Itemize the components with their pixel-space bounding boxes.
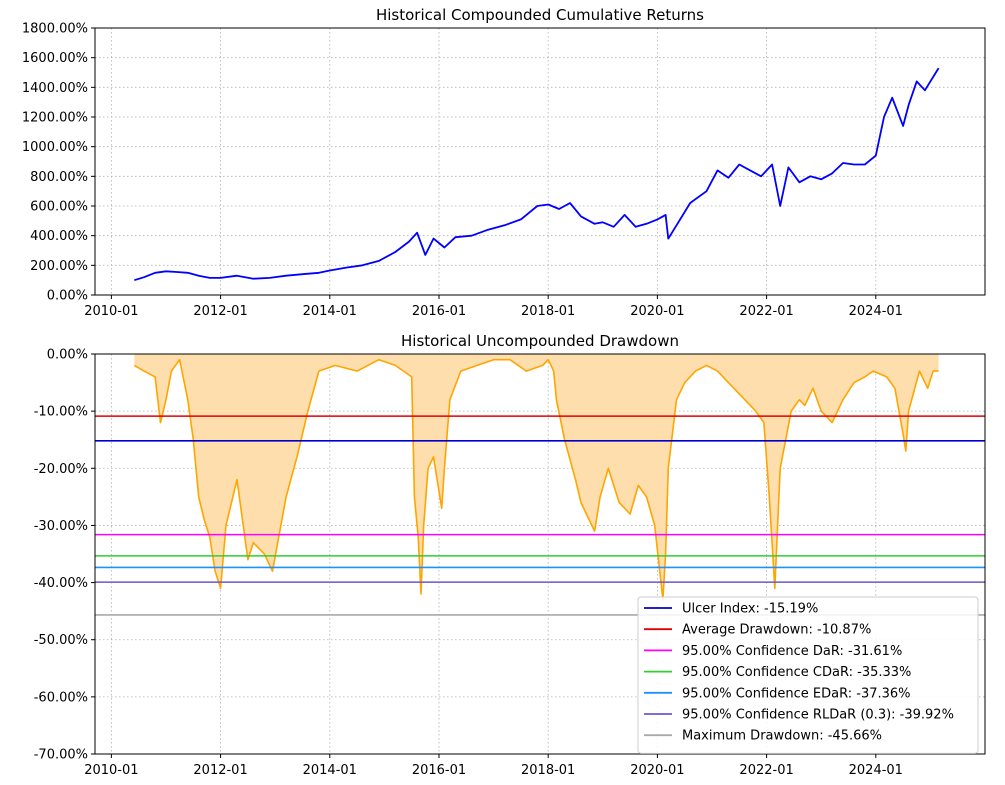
legend-label: Maximum Drawdown: -45.66% bbox=[682, 729, 882, 744]
bottom-ytick-label: -10.00% bbox=[34, 405, 88, 420]
legend-label: 95.00% Confidence CDaR: -35.33% bbox=[682, 665, 911, 680]
top-xtick-label: 2020-01 bbox=[630, 304, 684, 319]
top-ytick-label: 1000.00% bbox=[22, 140, 88, 155]
legend-label: 95.00% Confidence EDaR: -37.36% bbox=[682, 686, 911, 701]
top-ytick-label: 1600.00% bbox=[22, 51, 88, 66]
top-xtick-label: 2014-01 bbox=[303, 304, 357, 319]
bottom-ytick-label: -20.00% bbox=[34, 462, 88, 477]
legend-label: 95.00% Confidence DaR: -31.61% bbox=[682, 644, 902, 659]
drawdown-line bbox=[133, 358, 939, 601]
bottom-xtick-label: 2012-01 bbox=[193, 763, 247, 778]
bottom-xtick-label: 2014-01 bbox=[303, 763, 357, 778]
top-xtick-label: 2018-01 bbox=[521, 304, 575, 319]
drawdown-legend: Ulcer Index: -15.19% Average Drawdown: -1… bbox=[637, 596, 979, 754]
bottom-ytick-label: -30.00% bbox=[34, 519, 88, 534]
top-ytick-label: 800.00% bbox=[30, 170, 88, 185]
legend-box bbox=[637, 596, 979, 754]
top-ytick-label: 1800.00% bbox=[22, 22, 88, 37]
top-ytick-label: 0.00% bbox=[47, 289, 88, 304]
top-chart-frame bbox=[94, 27, 986, 296]
drawdown-area bbox=[134, 354, 939, 600]
top-ytick-label: 400.00% bbox=[30, 229, 88, 244]
bottom-ytick-label: -70.00% bbox=[34, 748, 88, 763]
bottom-chart-frame bbox=[94, 353, 986, 755]
top-ytick-label: 600.00% bbox=[30, 200, 88, 215]
legend-label: Average Drawdown: -10.87% bbox=[682, 623, 871, 638]
bottom-xtick-label: 2010-01 bbox=[84, 763, 138, 778]
top-xtick-label: 2012-01 bbox=[193, 304, 247, 319]
bottom-chart-title: Historical Uncompounded Drawdown bbox=[401, 332, 679, 350]
cumulative-return-line bbox=[134, 67, 940, 282]
top-chart-title: Historical Compounded Cumulative Returns bbox=[376, 6, 704, 24]
legend-label: 95.00% Confidence RLDaR (0.3): -39.92% bbox=[682, 708, 954, 723]
bottom-ytick-label: -50.00% bbox=[34, 633, 88, 648]
bottom-xtick-label: 2024-01 bbox=[849, 763, 903, 778]
top-ytick-label: 1200.00% bbox=[22, 111, 88, 126]
cumulative-returns-chart: Historical Compounded Cumulative Returns… bbox=[22, 6, 986, 319]
bottom-xtick-label: 2020-01 bbox=[630, 763, 684, 778]
drawdown-chart: Historical Uncompounded Drawdown 0.00% -1… bbox=[34, 332, 986, 778]
legend-label: Ulcer Index: -15.19% bbox=[682, 602, 818, 617]
bottom-xtick-label: 2018-01 bbox=[521, 763, 575, 778]
bottom-ytick-label: 0.00% bbox=[47, 348, 88, 363]
top-xtick-label: 2024-01 bbox=[849, 304, 903, 319]
top-xtick-label: 2022-01 bbox=[739, 304, 793, 319]
top-xtick-label: 2010-01 bbox=[84, 304, 138, 319]
top-xtick-label: 2016-01 bbox=[412, 304, 466, 319]
bottom-xtick-label: 2022-01 bbox=[739, 763, 793, 778]
bottom-xtick-label: 2016-01 bbox=[412, 763, 466, 778]
bottom-ytick-label: -40.00% bbox=[34, 576, 88, 591]
bottom-ytick-label: -60.00% bbox=[34, 690, 88, 705]
top-ytick-label: 200.00% bbox=[30, 259, 88, 274]
top-ytick-label: 1400.00% bbox=[22, 81, 88, 96]
